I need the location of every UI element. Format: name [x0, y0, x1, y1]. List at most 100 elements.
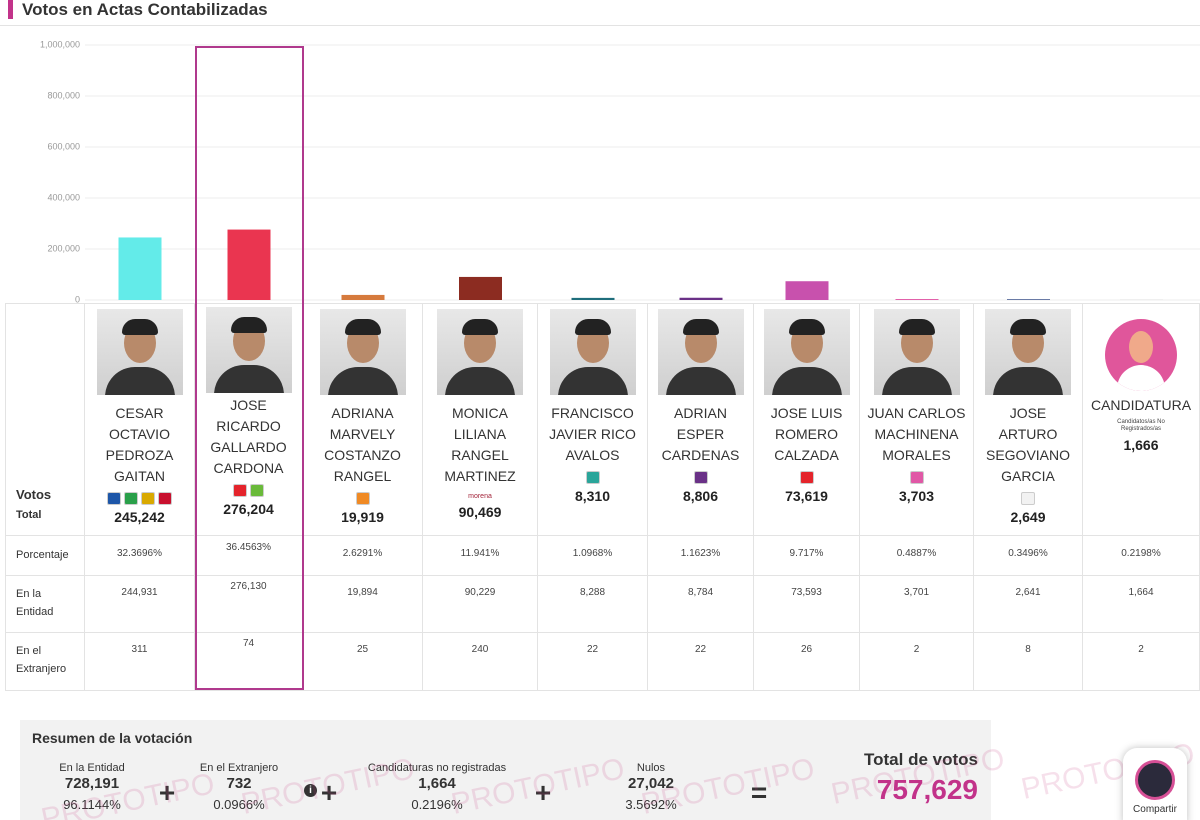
- extranjero-cell: 25: [303, 632, 423, 690]
- candidate-name: CANDIDATURA: [1090, 397, 1192, 413]
- y-tick-label: 800,000: [47, 90, 80, 100]
- row-label: En la Entidad: [16, 588, 54, 618]
- info-icon[interactable]: i: [304, 784, 317, 797]
- results-table: Votos Total Porcentaje En la Entidad En …: [5, 303, 1200, 691]
- extranjero-cell: 22: [538, 632, 648, 690]
- party-logo: [141, 491, 155, 505]
- photo-hair: [1010, 319, 1046, 335]
- party-logo: [693, 470, 708, 484]
- photo-body: [771, 367, 842, 395]
- entidad-cell: 8,288: [538, 575, 648, 632]
- entidad-cell: 90,229: [423, 575, 538, 632]
- summary-item: Nulos 27,042 3.5692%: [625, 762, 676, 812]
- entidad-cell: 3,701: [860, 575, 974, 632]
- party-text: Candidatos/as No Registrados/as: [1117, 419, 1165, 432]
- row-label: Votos: [16, 487, 52, 502]
- row-divider: [5, 303, 1200, 304]
- candidate-name: JOSE RICARDO GALLARDO CARDONA: [210, 397, 287, 476]
- photo-body: [445, 367, 515, 395]
- candidate-cell: CANDIDATURA Candidatos/as No Registrados/…: [1083, 303, 1200, 535]
- party-logo: [233, 483, 247, 497]
- summary-item-percent: 96.1144%: [63, 797, 121, 812]
- party-logos: [355, 491, 370, 505]
- entidad-cell: 8,784: [648, 575, 754, 632]
- vote-total: 245,242: [114, 509, 165, 525]
- avatar-icon: [1105, 319, 1177, 391]
- bar: [459, 276, 502, 300]
- candidate-name: CESAR OCTAVIO PEDROZA GAITAN: [105, 405, 174, 484]
- candidate-photo: [437, 309, 523, 395]
- candidate-cell: CESAR OCTAVIO PEDROZA GAITAN 245,242: [85, 303, 195, 535]
- vote-total: 3,703: [898, 488, 935, 504]
- bar: [679, 297, 723, 300]
- extranjero-cell: 311: [85, 632, 195, 690]
- candidate-cell: JOSE LUIS ROMERO CALZADA 73,619: [754, 303, 860, 535]
- row-divider: [5, 575, 1200, 576]
- summary-item-label: Candidaturas no registradas: [367, 762, 507, 774]
- extranjero-cell: 26: [754, 632, 860, 690]
- vote-total: 90,469: [458, 504, 502, 520]
- bar: [118, 237, 162, 300]
- extranjero-cell: 8: [974, 632, 1083, 690]
- summary-title: Resumen de la votación: [32, 730, 193, 746]
- summary-item-value: 27,042: [628, 775, 674, 792]
- party-logo: [124, 491, 138, 505]
- party-logo: [909, 470, 924, 484]
- bar: [341, 294, 385, 300]
- candidate-name: ADRIANA MARVELY COSTANZO RANGEL: [324, 405, 401, 484]
- candidate-photo: [549, 309, 636, 395]
- photo-hair: [898, 319, 935, 335]
- photo-hair: [682, 319, 719, 335]
- percent-cell: 2.6291%: [303, 535, 423, 575]
- percent-cell: 0.2198%: [1083, 535, 1200, 575]
- row-divider: [5, 632, 1200, 633]
- vote-total: 2,649: [1010, 509, 1046, 525]
- y-tick-label: 0: [75, 294, 80, 304]
- party-text: morena: [468, 493, 492, 500]
- vote-total: 276,204: [223, 501, 274, 517]
- party-logos: [693, 470, 708, 484]
- photo-hair: [121, 319, 158, 335]
- summary-item: En la Entidad 728,191 96.1144%: [59, 762, 124, 812]
- percent-cell: 9.717%: [754, 535, 860, 575]
- row-divider: [5, 690, 1200, 691]
- photo-body: [557, 367, 628, 395]
- percent-cell: 32.3696%: [85, 535, 195, 575]
- vote-total: 8,806: [682, 488, 719, 504]
- candidate-cell: MONICA LILIANA RANGEL MARTINEZ morena 90,4…: [423, 303, 538, 535]
- avatar-head: [1129, 331, 1153, 363]
- candidate-photo: [873, 309, 960, 395]
- photo-hair: [230, 317, 267, 333]
- candidate-cell: ADRIANA MARVELY COSTANZO RANGEL 19,919: [303, 303, 423, 535]
- summary-item-percent: 0.0966%: [213, 797, 265, 812]
- photo-hair: [462, 319, 498, 335]
- candidate-photo: [657, 309, 744, 395]
- bar: [1007, 299, 1050, 300]
- y-tick-label: 1,000,000: [40, 39, 80, 49]
- share-button[interactable]: Compartir: [1123, 748, 1187, 820]
- summary-item-label: Nulos: [636, 762, 666, 774]
- candidate-cell: FRANCISCO JAVIER RICO AVALOS 8,310: [538, 303, 648, 535]
- plus-sign: +: [534, 777, 552, 808]
- total-value: 757,629: [876, 774, 978, 805]
- photo-body: [881, 367, 952, 395]
- candidate-name: ADRIAN ESPER CARDENAS: [661, 405, 740, 463]
- party-logos: [233, 483, 264, 497]
- candidate-cell: ADRIAN ESPER CARDENAS 8,806: [648, 303, 754, 535]
- vote-total: 19,919: [341, 509, 384, 525]
- party-logo: [158, 491, 172, 505]
- row-divider: [5, 535, 1200, 536]
- summary-item: En el Extranjero 732 0.0966%: [200, 762, 278, 812]
- entidad-cell: 244,931: [85, 575, 195, 632]
- share-icon: [1135, 760, 1175, 800]
- summary-item-value: 732: [226, 775, 252, 792]
- entidad-cell: 1,664: [1083, 575, 1200, 632]
- entidad-cell: 19,894: [303, 575, 423, 632]
- bar: [895, 299, 939, 300]
- percent-cell: 0.3496%: [974, 535, 1083, 575]
- summary-item-value: 728,191: [64, 775, 120, 792]
- candidate-name: MONICA LILIANA RANGEL MARTINEZ: [444, 405, 516, 484]
- party-logos: [1021, 491, 1035, 505]
- party-logo: [355, 491, 370, 505]
- party-logo: [1021, 491, 1035, 505]
